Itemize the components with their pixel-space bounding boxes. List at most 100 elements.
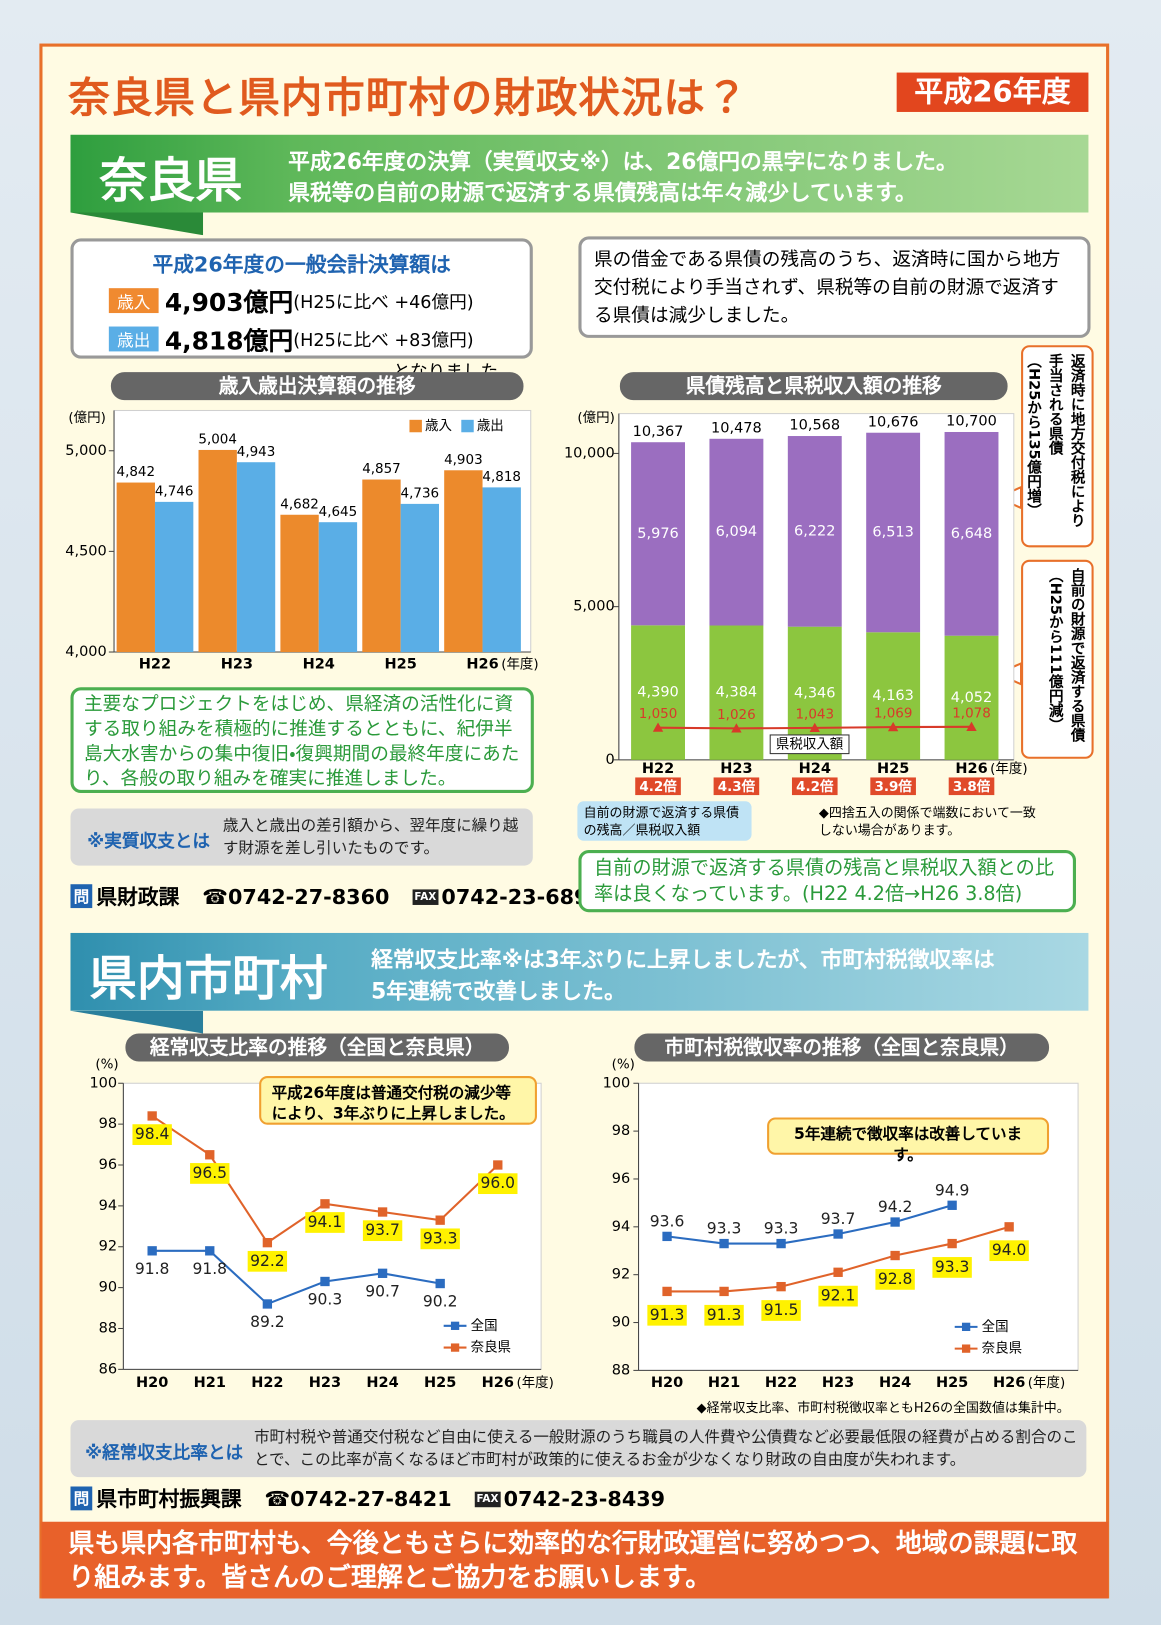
- value-label: 4,943: [237, 444, 276, 460]
- definition-box: ※実質収支とは 歳入と歳出の差引額から、翌年度に繰り越す財源を差し引いたものです…: [70, 808, 533, 866]
- series-line: [666, 1204, 953, 1245]
- y-tick-label: 100: [89, 1075, 117, 1091]
- chart-callout: 平成26年度は普通交付税の減少等により、3年ぶりに上昇しました。: [259, 1075, 537, 1125]
- y-tick-label: 90: [99, 1280, 117, 1296]
- chart-note: ◆四捨五入の関係で端数において一致しない場合があります。: [818, 804, 1036, 838]
- point: [1004, 1222, 1014, 1232]
- section-name: 奈良県: [99, 152, 243, 209]
- total-label: 10,478: [711, 420, 762, 436]
- bar: [198, 449, 237, 653]
- point: [147, 1246, 157, 1256]
- value-label: 93.3: [423, 1229, 458, 1247]
- chart-title-bg: [110, 372, 524, 401]
- point: [947, 1238, 957, 1249]
- point: [262, 1237, 273, 1248]
- bar: [444, 470, 483, 653]
- value-label: 96.5: [192, 1164, 227, 1182]
- bar-segment: [866, 432, 921, 633]
- series-line: [152, 1249, 441, 1306]
- value-label: 1,043: [795, 706, 834, 722]
- legend-swatch: [961, 1344, 971, 1353]
- value-label: 6,222: [794, 523, 836, 539]
- value-label: 1,050: [639, 706, 678, 722]
- value-label: 91.5: [764, 1301, 799, 1319]
- definition-term: ※実質収支とは: [87, 831, 210, 853]
- legend-label: 全国: [982, 1319, 1009, 1335]
- ratio-label-bg: [948, 777, 995, 796]
- x-tick-label: H24: [879, 1375, 911, 1391]
- legend-label: 奈良県: [471, 1340, 511, 1356]
- legend-label: 歳入: [425, 418, 452, 434]
- value-label: 98.4: [135, 1125, 170, 1143]
- contact: 問県市町村振興課 ☎0742-27-8421 FAX 0742-23-8439: [70, 1482, 665, 1512]
- chart-title-bg: [125, 1033, 509, 1062]
- y-tick-label: 10,000: [564, 445, 615, 461]
- value-label: 92.8: [878, 1270, 913, 1288]
- x-tick-label: H24: [303, 656, 335, 672]
- value-label: 93.3: [935, 1258, 970, 1276]
- x-tick-label: H22: [642, 761, 674, 777]
- series-callout: 返済時に地方交付税により 手当される県債 （H25から135億円増）: [1021, 345, 1094, 548]
- chart-note: ◆経常収支比率、市町村税徴収率ともH26の全国数値は集計中。: [696, 1399, 1070, 1415]
- value-label-bg: [190, 1163, 230, 1184]
- value-label-bg: [875, 1269, 915, 1290]
- bar-segment: [944, 635, 999, 760]
- ratio-label-bg: [791, 777, 838, 796]
- value-label: 93.3: [764, 1220, 799, 1238]
- value-label-bg: [478, 1173, 518, 1195]
- bar-segment: [709, 625, 764, 760]
- fax: 0742-23-8439: [503, 1486, 666, 1512]
- ratio-label-bg: [635, 777, 681, 796]
- bar: [280, 514, 319, 653]
- definition-term: ※経常収支比率とは: [85, 1442, 244, 1464]
- point: [662, 1231, 672, 1242]
- callout-line: 手当される県債: [1046, 353, 1064, 456]
- row-amount: 4,818億円: [164, 326, 294, 356]
- x-tick-label: H21: [194, 1375, 226, 1391]
- point: [833, 1267, 843, 1277]
- value-label: 4,682: [280, 496, 319, 512]
- lead-line: 県税等の自前の財源で返済する県債残高は年々減少しています。: [288, 180, 917, 206]
- x-tick-label: H22: [251, 1375, 283, 1391]
- ratio-label: 4.2倍: [796, 778, 834, 795]
- x-tick-label: H23: [720, 761, 752, 777]
- point: [833, 1229, 843, 1239]
- x-tick-label: H22: [765, 1375, 797, 1391]
- bar: [482, 487, 521, 653]
- x-tick-label: H22: [139, 656, 171, 672]
- year-badge: 平成26年度: [896, 72, 1089, 112]
- y-tick-label: 98: [612, 1123, 630, 1139]
- y-tick-label: 88: [99, 1320, 117, 1336]
- y-tick-label: 94: [612, 1219, 630, 1235]
- ask-icon: 問: [70, 1486, 93, 1511]
- y-tick-label: 98: [99, 1116, 117, 1132]
- value-label: 4,818: [482, 469, 521, 485]
- row-note: (H25に比べ +46億円): [293, 292, 474, 314]
- point: [731, 723, 742, 733]
- point: [776, 1281, 786, 1292]
- total-label: 10,367: [633, 424, 684, 440]
- section-name: 県内市町村: [89, 950, 328, 1007]
- lead-line: 5年連続で改善しました。: [371, 978, 626, 1004]
- x-axis-unit: (年度): [990, 761, 1027, 777]
- bar-segment: [631, 442, 685, 626]
- point: [966, 721, 977, 731]
- value-label: 94.9: [935, 1181, 970, 1199]
- value-label: 96.0: [480, 1174, 515, 1192]
- contact: 問県財政課 ☎0742-27-8360 FAX 0742-23-6895: [70, 880, 603, 910]
- row-amount: 4,903億円: [164, 288, 294, 318]
- value-label-bg: [247, 1250, 288, 1272]
- section-band: [70, 134, 1089, 213]
- x-tick-label: H26: [993, 1375, 1025, 1391]
- value-label: 91.3: [707, 1306, 742, 1324]
- y-tick-label: 96: [99, 1157, 117, 1173]
- y-tick-label: 92: [99, 1239, 117, 1255]
- value-label: 4,052: [951, 690, 993, 706]
- bar-segment: [631, 625, 685, 760]
- x-tick-label: H20: [136, 1375, 168, 1391]
- ratio-label: 4.2倍: [639, 778, 677, 795]
- value-label: 4,163: [872, 688, 914, 704]
- legend-label: 歳出: [477, 418, 504, 434]
- ratio-label: 4.3倍: [718, 778, 756, 795]
